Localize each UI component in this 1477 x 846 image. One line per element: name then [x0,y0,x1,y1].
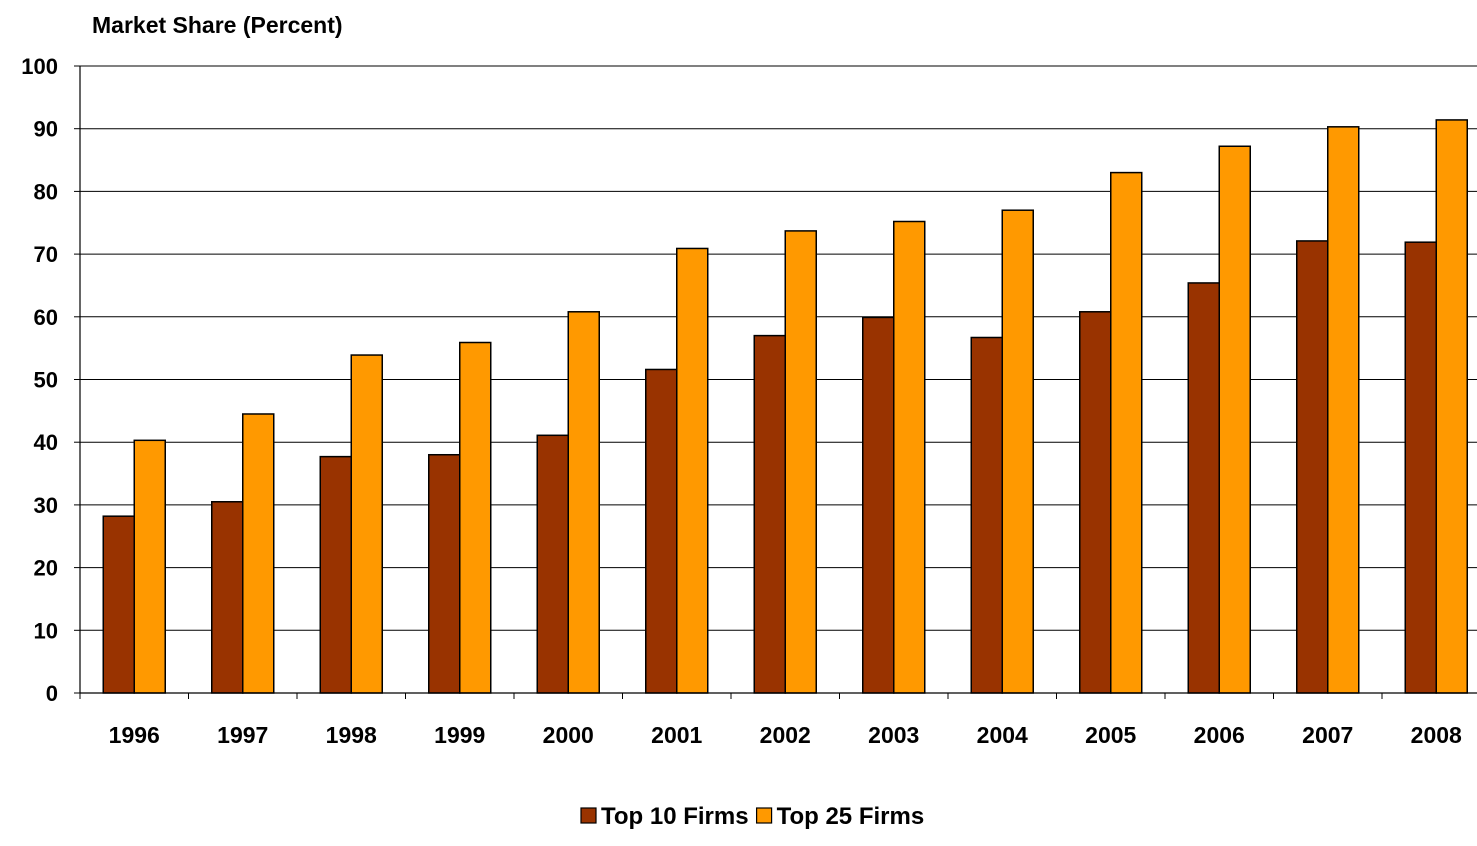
x-tick-label: 2006 [1194,722,1245,748]
bar-top10-1996 [102,515,135,694]
bar-top10-2002 [753,334,786,694]
x-axis-ticks: 1996 1997 1998 1999 2000 2001 2002 2003 2004 2005… [109,722,1462,748]
bar-top10-1999 [428,453,461,694]
y-tick-label: 100 [21,54,58,79]
bar-top10-2006 [1187,282,1220,694]
x-tick-label: 2003 [868,722,919,748]
x-tick-label: 1996 [109,722,160,748]
y-tick-label: 30 [34,493,58,518]
legend-swatch [755,807,773,824]
bar-top10-2001 [645,368,678,694]
x-tick-label: 2005 [1085,722,1136,748]
y-tick-label: 90 [34,117,58,142]
y-tick-label: 50 [34,368,58,393]
y-tick-label: 60 [34,305,58,330]
bar-top10-2000 [536,434,569,694]
y-tick-label: 0 [46,681,58,706]
bar-top10-2008 [1404,241,1437,694]
bar-top10-2007 [1296,240,1329,694]
x-tick-label: 1999 [434,722,485,748]
bar-top25-2001 [676,247,709,694]
bar-top25-2003 [893,220,926,694]
y-tick-label: 70 [34,242,58,267]
bar-top25-2005 [1110,171,1143,694]
y-tick-label: 80 [34,179,58,204]
x-tick-label: 1997 [217,722,268,748]
x-tick-label: 2001 [651,722,702,748]
chart-title: Market Share (Percent) [92,12,343,38]
bar-top25-1997 [242,413,275,694]
legend-label: Top 10 Firms [601,803,749,830]
bar-top10-2004 [970,336,1003,694]
bar-top25-2008 [1435,119,1468,694]
legend: Top 10 Firms Top 25 Firms [580,803,925,830]
bar-top10-1997 [211,501,244,694]
x-tick-label: 1998 [326,722,377,748]
y-tick-label: 10 [34,618,58,643]
bar-top25-1999 [459,341,492,694]
legend-label: Top 25 Firms [777,803,925,830]
bar-top25-2007 [1327,126,1360,694]
bar-top25-2004 [1001,209,1034,694]
bar-top25-2000 [567,311,600,694]
bar-top10-2005 [1079,311,1112,694]
bar-top25-1998 [350,354,383,694]
x-tick-label: 2008 [1411,722,1462,748]
y-tick-label: 20 [34,556,58,581]
x-tick-label: 2007 [1302,722,1353,748]
bar-top25-2006 [1218,145,1251,694]
y-axis-ticks: 0 10 20 30 40 50 60 70 80 90 100 [21,54,58,706]
x-tick-label: 2002 [760,722,811,748]
x-tick-label: 2004 [977,722,1028,748]
y-tick-label: 40 [34,430,58,455]
x-tick-label: 2000 [543,722,594,748]
bar-top25-2002 [784,230,817,694]
bar-top25-1996 [133,439,166,694]
bar-top10-2003 [862,316,895,694]
bar-top10-1998 [319,455,352,694]
legend-swatch [580,807,597,824]
axes [74,65,1477,699]
bars [102,119,1468,694]
